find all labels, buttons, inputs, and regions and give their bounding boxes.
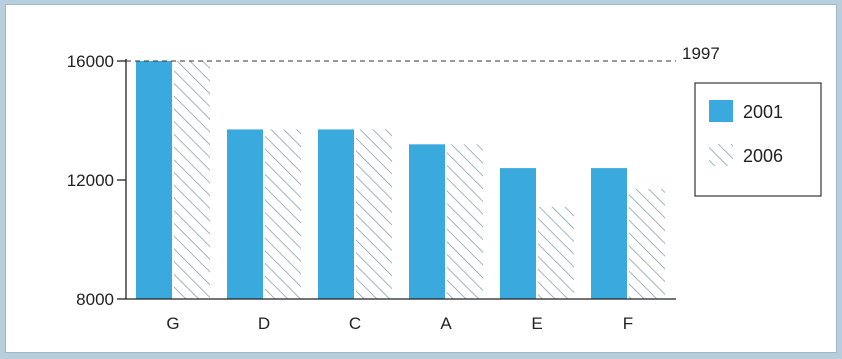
reference-layer: 1997 [126,44,720,63]
axes-layer [125,59,676,300]
x-tick-label-A: A [440,314,452,333]
x-tick-label-C: C [349,314,361,333]
bar-2006-D [265,129,301,299]
bar-2006-A [447,144,483,299]
bar-2006-E [538,206,574,299]
bar-2001-G [136,61,172,299]
bar-2006-F [629,188,665,299]
legend-label-2006: 2006 [743,146,783,166]
x-tick-label-G: G [166,314,179,333]
legend-label-2001: 2001 [743,102,783,122]
reference-line-label: 1997 [682,44,720,63]
bar-2001-F [591,168,627,299]
bar-2006-C [356,129,392,299]
chart-panel: G D C A E F 8000 12000 16000 1997 2001 2006 [5,4,837,353]
bar-2006-G [174,61,210,299]
ticks-layer: G D C A E F 8000 12000 16000 [67,52,633,333]
x-tick-label-E: E [531,314,542,333]
bar-2001-A [409,144,445,299]
legend: 2001 2006 [694,82,822,197]
legend-box [694,82,822,197]
legend-swatch-2006 [709,144,733,166]
y-tick-label-12000: 12000 [67,171,114,190]
y-tick-label-8000: 8000 [76,290,114,309]
legend-swatch-2001 [709,100,733,122]
bar-2001-C [318,129,354,299]
x-tick-label-F: F [623,314,633,333]
bar-2001-E [500,168,536,299]
bar-2001-D [227,129,263,299]
bar-chart: G D C A E F 8000 12000 16000 1997 2001 2006 [67,44,822,333]
bars-layer [136,61,665,299]
x-tick-label-D: D [258,314,270,333]
y-tick-label-16000: 16000 [67,52,114,71]
